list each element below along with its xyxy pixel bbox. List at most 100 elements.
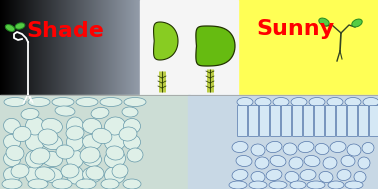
Ellipse shape <box>101 179 119 189</box>
Ellipse shape <box>30 148 50 164</box>
Ellipse shape <box>42 134 62 150</box>
Ellipse shape <box>2 179 22 189</box>
Ellipse shape <box>307 181 325 189</box>
Ellipse shape <box>3 119 20 134</box>
Ellipse shape <box>358 157 370 169</box>
Ellipse shape <box>236 156 252 167</box>
FancyBboxPatch shape <box>293 105 302 136</box>
Ellipse shape <box>124 135 141 149</box>
Ellipse shape <box>300 170 316 180</box>
Ellipse shape <box>124 119 141 133</box>
Ellipse shape <box>42 167 62 183</box>
Ellipse shape <box>61 164 79 178</box>
Ellipse shape <box>249 181 267 189</box>
Ellipse shape <box>25 117 45 135</box>
Ellipse shape <box>56 145 74 159</box>
Ellipse shape <box>4 98 26 106</box>
Ellipse shape <box>323 157 337 169</box>
Ellipse shape <box>269 181 287 189</box>
Ellipse shape <box>67 133 84 151</box>
FancyBboxPatch shape <box>370 105 378 136</box>
Ellipse shape <box>25 166 45 184</box>
Ellipse shape <box>255 157 269 169</box>
Ellipse shape <box>229 181 247 189</box>
Ellipse shape <box>25 133 45 151</box>
Ellipse shape <box>327 98 343 106</box>
Ellipse shape <box>266 141 282 153</box>
FancyBboxPatch shape <box>325 105 336 136</box>
Ellipse shape <box>315 143 329 155</box>
Ellipse shape <box>28 179 48 189</box>
Ellipse shape <box>319 171 333 183</box>
FancyBboxPatch shape <box>304 105 313 136</box>
Bar <box>188 0 378 95</box>
Ellipse shape <box>67 117 84 135</box>
Ellipse shape <box>347 144 361 156</box>
Ellipse shape <box>76 179 96 189</box>
Ellipse shape <box>319 18 329 26</box>
Ellipse shape <box>352 19 362 27</box>
Ellipse shape <box>67 150 84 168</box>
Ellipse shape <box>3 134 20 149</box>
Ellipse shape <box>304 155 320 167</box>
Ellipse shape <box>38 129 58 145</box>
Ellipse shape <box>105 133 125 151</box>
Ellipse shape <box>6 146 24 160</box>
Ellipse shape <box>232 142 248 153</box>
Ellipse shape <box>341 156 355 167</box>
Ellipse shape <box>112 164 128 178</box>
Ellipse shape <box>330 142 346 153</box>
Polygon shape <box>153 22 178 60</box>
Ellipse shape <box>86 166 104 180</box>
Ellipse shape <box>100 98 122 106</box>
Ellipse shape <box>127 148 143 162</box>
Ellipse shape <box>255 98 271 106</box>
Ellipse shape <box>328 181 344 189</box>
Ellipse shape <box>92 128 112 144</box>
Ellipse shape <box>82 119 101 134</box>
Ellipse shape <box>82 151 101 167</box>
FancyBboxPatch shape <box>314 105 324 136</box>
Ellipse shape <box>35 167 55 181</box>
Ellipse shape <box>273 98 289 106</box>
Ellipse shape <box>345 98 361 106</box>
Ellipse shape <box>251 171 265 183</box>
Bar <box>140 0 238 189</box>
Ellipse shape <box>52 98 74 106</box>
Ellipse shape <box>123 179 141 189</box>
Ellipse shape <box>298 141 314 153</box>
Ellipse shape <box>82 167 101 183</box>
Ellipse shape <box>82 134 101 149</box>
Ellipse shape <box>362 143 374 153</box>
FancyBboxPatch shape <box>271 105 280 136</box>
Ellipse shape <box>105 150 125 168</box>
Ellipse shape <box>11 164 29 178</box>
Ellipse shape <box>283 143 297 155</box>
Bar <box>188 95 378 189</box>
Ellipse shape <box>13 126 31 142</box>
Ellipse shape <box>105 166 125 184</box>
FancyBboxPatch shape <box>260 105 270 136</box>
Ellipse shape <box>266 169 282 181</box>
Ellipse shape <box>251 144 265 156</box>
FancyBboxPatch shape <box>237 105 248 136</box>
Ellipse shape <box>270 155 286 167</box>
Ellipse shape <box>66 126 84 140</box>
Ellipse shape <box>354 171 366 183</box>
Ellipse shape <box>67 166 84 184</box>
Ellipse shape <box>105 117 125 135</box>
Ellipse shape <box>124 98 146 106</box>
Ellipse shape <box>337 170 351 180</box>
Ellipse shape <box>42 151 62 167</box>
Ellipse shape <box>55 106 75 116</box>
Ellipse shape <box>345 181 363 189</box>
Ellipse shape <box>285 171 299 183</box>
Text: Sunny: Sunny <box>256 19 334 39</box>
Polygon shape <box>196 26 235 66</box>
Ellipse shape <box>15 23 25 29</box>
Ellipse shape <box>237 98 253 106</box>
Ellipse shape <box>291 98 307 106</box>
Ellipse shape <box>5 25 15 31</box>
Ellipse shape <box>3 151 20 167</box>
FancyBboxPatch shape <box>336 105 347 136</box>
